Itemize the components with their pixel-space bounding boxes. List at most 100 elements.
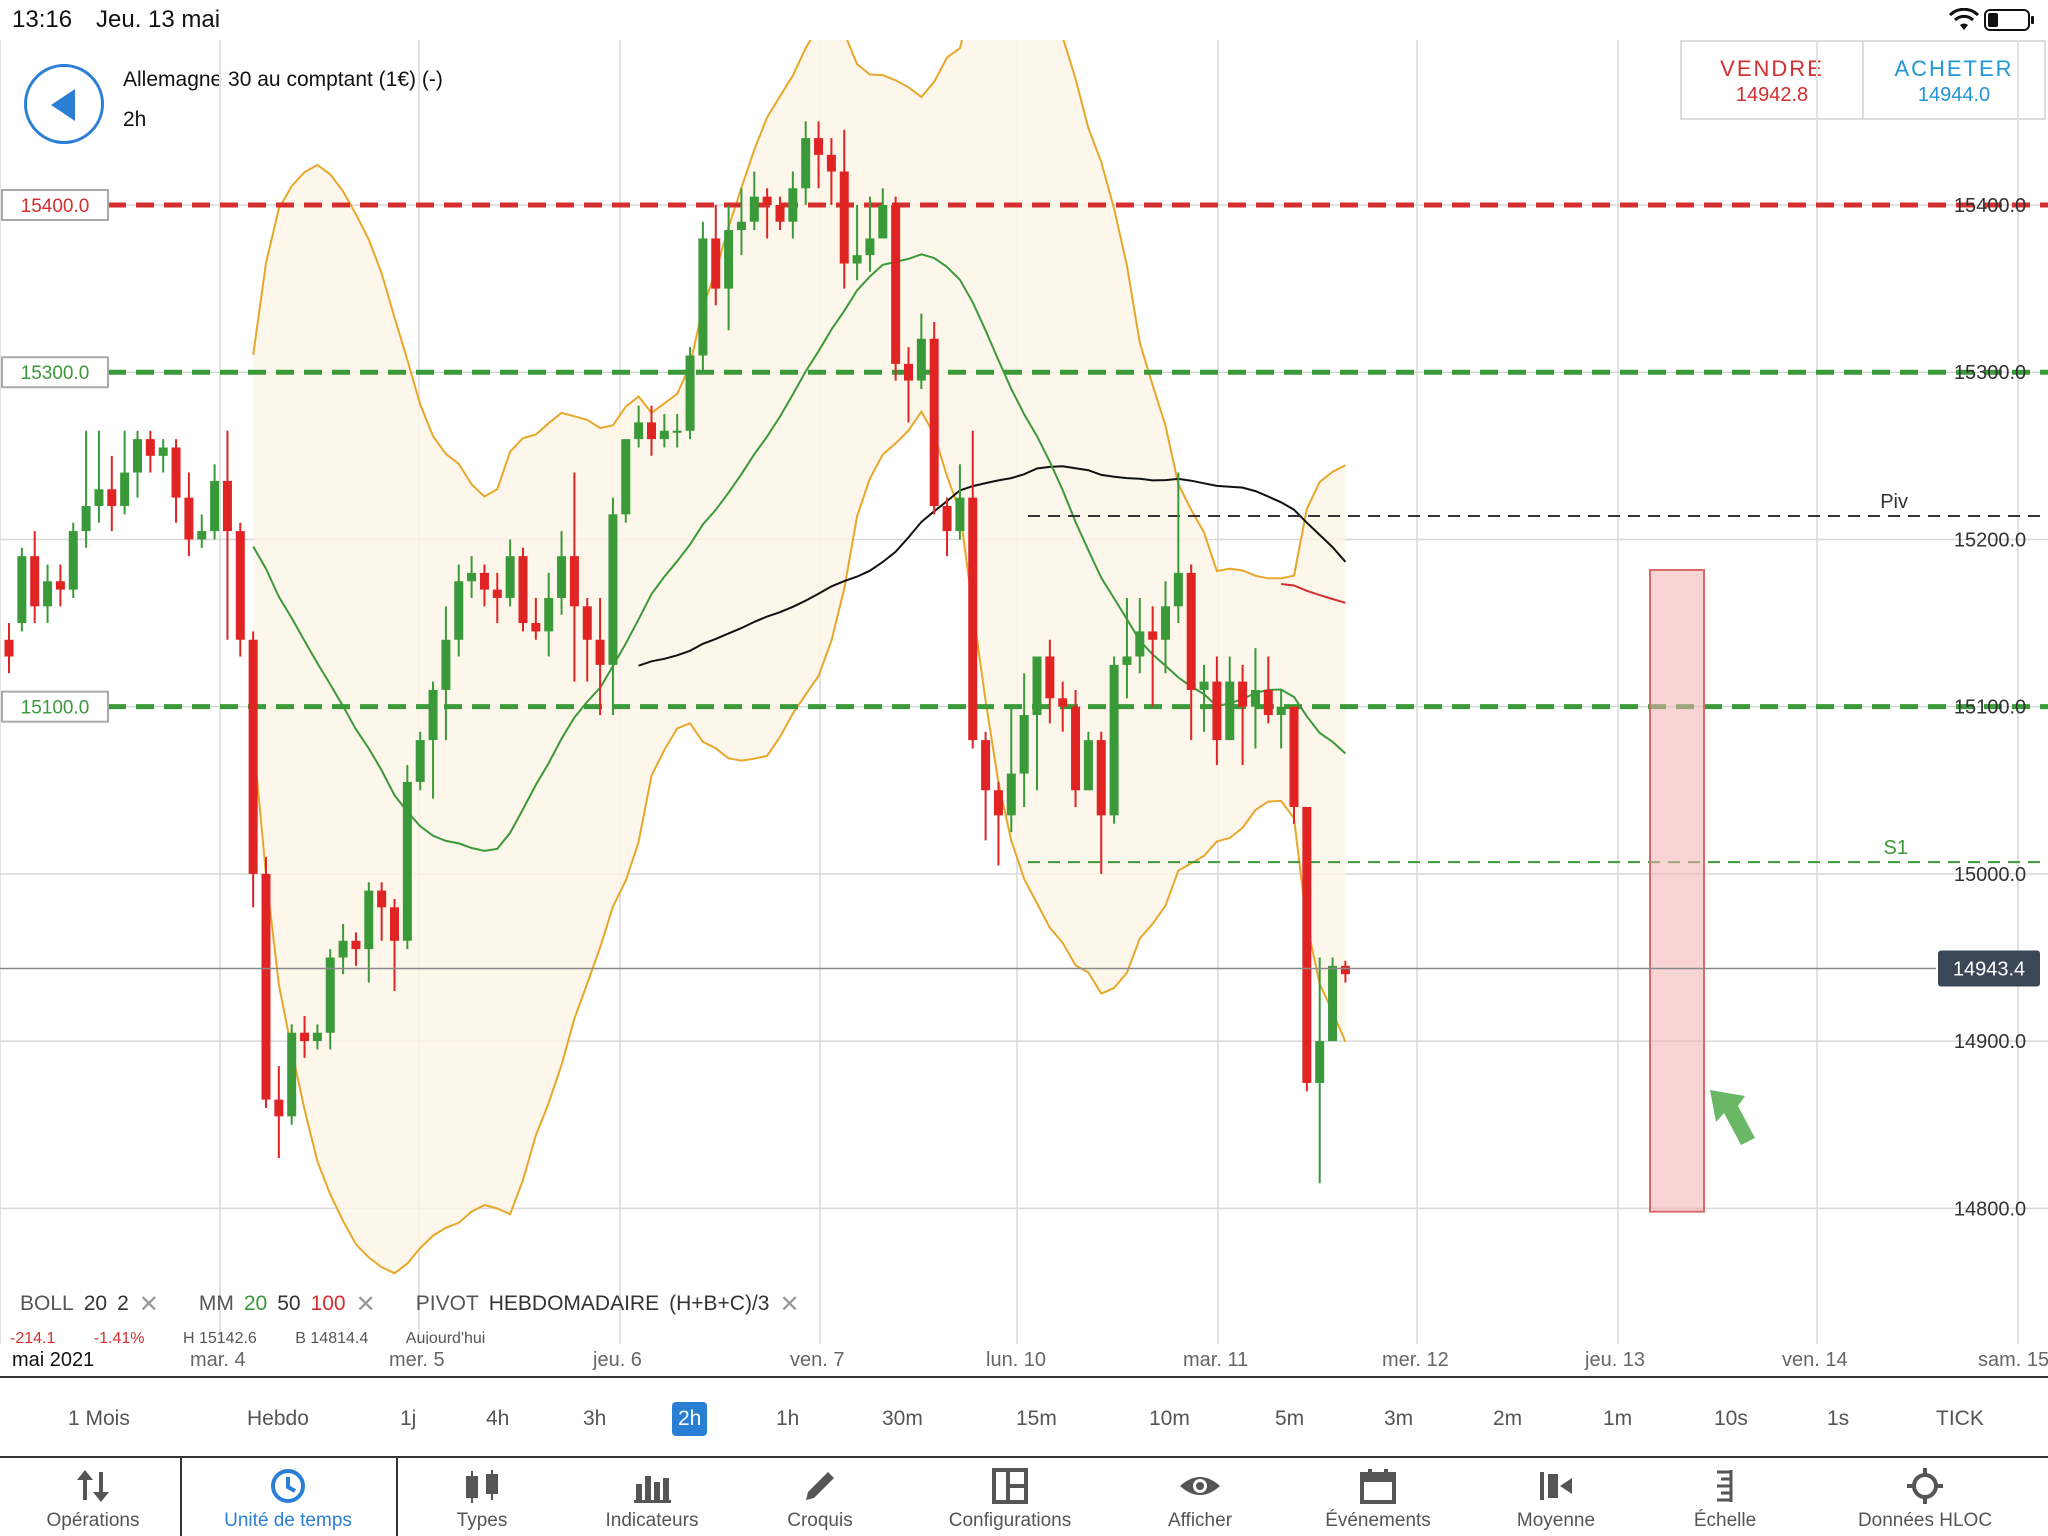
candle: [788, 171, 798, 239]
remove-boll-x-icon[interactable]: ✕: [138, 1290, 159, 1318]
back-button[interactable]: [24, 64, 104, 144]
average-icon: [1540, 1472, 1572, 1500]
candle-body: [762, 196, 772, 205]
candle: [1032, 656, 1042, 791]
today-label: Aujourd'hui: [405, 1330, 486, 1344]
candle-body: [775, 205, 785, 222]
timeframe-30m[interactable]: 30m: [882, 1407, 923, 1430]
candle: [30, 531, 40, 624]
candle-body: [1263, 689, 1273, 716]
candle-body: [1276, 706, 1286, 716]
candle: [981, 731, 991, 841]
wifi-icon: [1948, 8, 1980, 30]
candle: [736, 188, 746, 256]
candle: [171, 439, 181, 523]
timeframe-2h[interactable]: 2h: [672, 1402, 708, 1436]
timeframe-10s[interactable]: 10s: [1714, 1407, 1748, 1430]
tool-indicators[interactable]: Indicateurs: [580, 1458, 724, 1536]
candle: [145, 430, 155, 473]
candle: [17, 547, 27, 632]
candle-body: [569, 556, 579, 607]
timeframe-3h[interactable]: 3h: [583, 1407, 607, 1430]
candle: [749, 171, 759, 231]
candle: [505, 539, 515, 607]
sell-button[interactable]: VENDRE 14942.8: [1682, 42, 1862, 118]
candle-body: [724, 230, 734, 289]
candle: [647, 405, 656, 456]
candle-body: [364, 890, 374, 950]
ma-50-line: [638, 465, 1347, 667]
candle-body: [94, 489, 104, 506]
timeframe-1s[interactable]: 1s: [1827, 1407, 1850, 1430]
candle: [1238, 664, 1248, 766]
battery-icon: [1984, 9, 2034, 31]
tool-average[interactable]: Moyenne: [1500, 1458, 1612, 1536]
timeframe-10m[interactable]: 10m: [1149, 1407, 1190, 1430]
candle: [839, 129, 849, 289]
candle-body: [672, 430, 682, 433]
timeframe-tick[interactable]: TICK: [1936, 1407, 1984, 1430]
tool-scale[interactable]: Échelle: [1670, 1458, 1780, 1536]
candle: [916, 313, 926, 389]
candle: [1302, 806, 1312, 1092]
tool-types[interactable]: Types: [422, 1458, 542, 1536]
candle: [184, 472, 194, 557]
candle-body: [1161, 606, 1170, 640]
tool-operations[interactable]: Opérations: [20, 1458, 166, 1536]
arrow-annotation-icon: [1710, 1090, 1755, 1145]
timeframe-1j[interactable]: 1j: [400, 1407, 417, 1430]
date-label: mar. 11: [1183, 1349, 1249, 1371]
price-axis-label: 14800.0: [1954, 1198, 2026, 1220]
timeframe-15m[interactable]: 15m: [1016, 1407, 1057, 1430]
timeframe-4h[interactable]: 4h: [486, 1407, 510, 1430]
candle-body: [454, 581, 464, 640]
candle: [1199, 664, 1209, 732]
tool-configurations[interactable]: Configurations: [930, 1458, 1090, 1536]
candle: [1006, 706, 1016, 833]
candle-body: [634, 422, 644, 440]
timeframe-3m[interactable]: 3m: [1384, 1407, 1414, 1430]
candle-body: [852, 255, 862, 264]
boll-period: 20: [83, 1292, 108, 1315]
candle: [993, 781, 1003, 866]
buy-button[interactable]: ACHETER 14944.0: [1862, 42, 2044, 118]
tool-sketch[interactable]: Croquis: [760, 1458, 880, 1536]
remove-pivot-x-icon[interactable]: ✕: [779, 1290, 800, 1318]
candle-body: [467, 572, 477, 582]
price-chart[interactable]: Piv S1 15400.0 15300.0 15100.0 14943.4 15400.0…: [0, 40, 2048, 1344]
candle-body: [1122, 656, 1132, 665]
candle: [1250, 648, 1260, 749]
pivot-type: HEBDOMADAIRE: [488, 1292, 660, 1315]
candle-body: [184, 497, 194, 540]
candle: [274, 1066, 284, 1159]
candle: [94, 430, 104, 523]
clock-icon: [271, 1469, 305, 1503]
tool-hloc-data[interactable]: Données HLOC: [1840, 1458, 2010, 1536]
tool-display[interactable]: Afficher: [1140, 1458, 1260, 1536]
tool-label: Événements: [1325, 1510, 1431, 1531]
operations-arrows-icon: [77, 1470, 109, 1502]
candle-body: [197, 531, 207, 540]
timeframe-1-mois[interactable]: 1 Mois: [68, 1407, 130, 1430]
timeframe-hebdo[interactable]: Hebdo: [247, 1407, 309, 1430]
tool-events[interactable]: Événements: [1310, 1458, 1446, 1536]
candle-body: [1006, 773, 1016, 816]
timeframe-1h[interactable]: 1h: [776, 1407, 800, 1430]
price-summary: -214.1 -1.41% H 15142.6 B 14814.4 Aujour…: [10, 1330, 550, 1344]
bollinger-band-fill: [253, 40, 1346, 1274]
tool-time-unit[interactable]: Unité de temps: [196, 1458, 380, 1536]
candle: [492, 572, 502, 624]
candle: [762, 188, 772, 239]
candle-body: [891, 205, 901, 364]
candle: [1225, 656, 1235, 741]
timeframe-2m[interactable]: 2m: [1493, 1407, 1523, 1430]
timeframe-1m[interactable]: 1m: [1603, 1407, 1633, 1430]
remove-mm-x-icon[interactable]: ✕: [355, 1290, 376, 1318]
candle-body: [1212, 681, 1222, 741]
level-tag-label: 15100.0: [21, 698, 90, 719]
candle: [300, 1016, 310, 1058]
timeframe-5m[interactable]: 5m: [1275, 1407, 1305, 1430]
candle-body: [1302, 806, 1312, 1083]
candle-body: [1186, 572, 1196, 690]
ma-100-line: [1280, 583, 1346, 604]
